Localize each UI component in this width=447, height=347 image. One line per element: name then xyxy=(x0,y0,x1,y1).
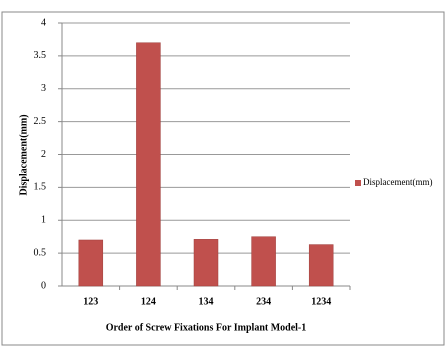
bar xyxy=(251,236,276,287)
y-tick-label: 0.5 xyxy=(34,247,47,258)
x-axis-label: Order of Screw Fixations For Implant Mod… xyxy=(106,322,307,333)
bar xyxy=(308,244,334,287)
y-tick-label: 2 xyxy=(41,149,46,160)
x-tick-label: 123 xyxy=(83,296,98,307)
y-axis-label: Displacement(mm) xyxy=(18,114,29,195)
y-tick-label: 4 xyxy=(41,17,46,28)
y-tick-label: 1 xyxy=(41,215,46,226)
y-tick-label: 2.5 xyxy=(34,116,47,127)
x-tick-label: 1234 xyxy=(311,296,331,307)
legend-label: Displacement(mm) xyxy=(363,177,432,187)
x-tick-label: 124 xyxy=(141,296,156,307)
legend-swatch xyxy=(355,180,361,186)
x-tick-label: 134 xyxy=(199,296,214,307)
chart-frame xyxy=(1,11,445,346)
x-tick-label: 234 xyxy=(256,296,271,307)
y-tick-label: 0 xyxy=(41,280,46,291)
y-tick-label: 3.5 xyxy=(34,50,47,61)
bar xyxy=(193,239,219,287)
bar xyxy=(78,239,104,287)
bar xyxy=(136,42,161,287)
y-tick-label: 3 xyxy=(41,83,46,94)
y-tick-label: 1.5 xyxy=(34,182,47,193)
